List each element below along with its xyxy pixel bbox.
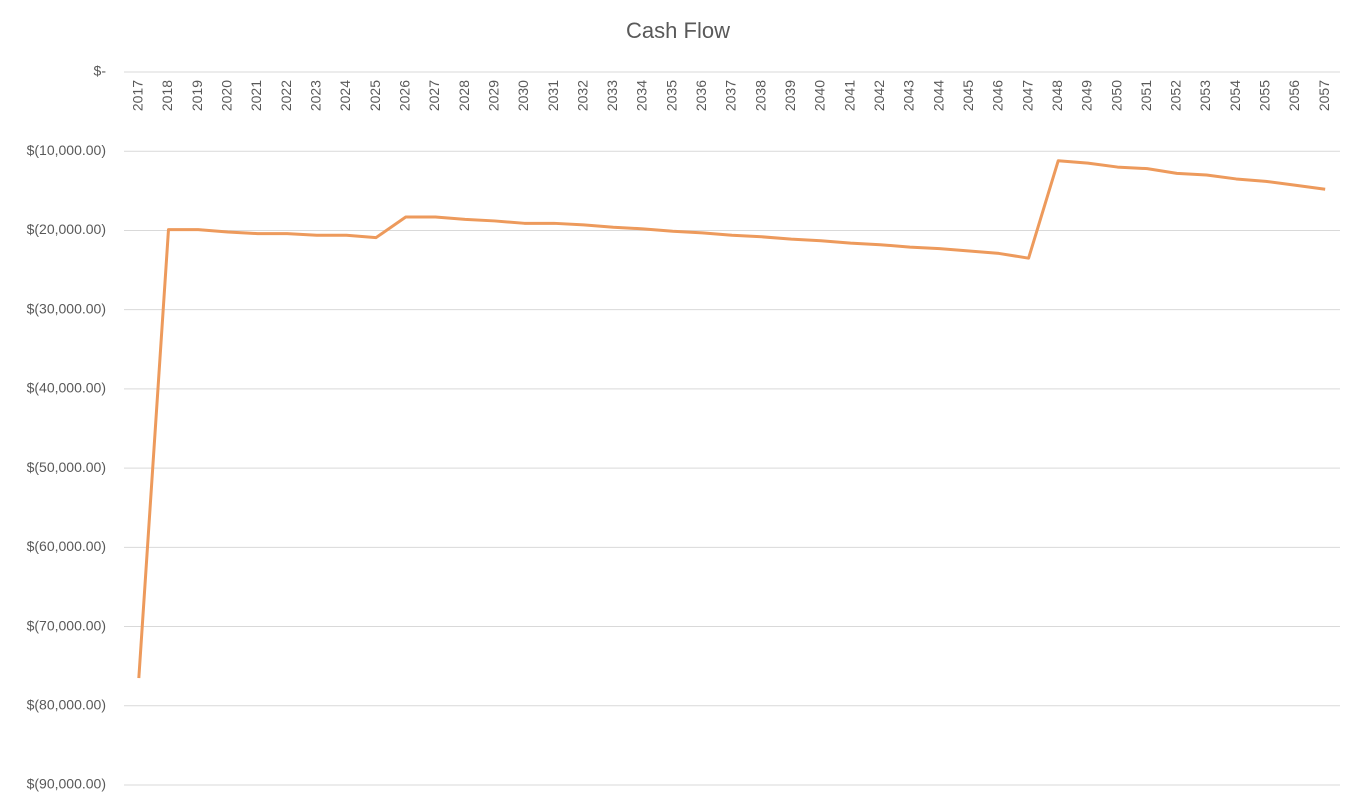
x-tick-label: 2051 <box>1138 80 1154 111</box>
x-tick-label: 2055 <box>1257 80 1273 111</box>
x-tick-label: 2025 <box>367 80 383 111</box>
x-tick-label: 2047 <box>1019 80 1035 111</box>
x-tick-label: 2017 <box>130 80 146 111</box>
x-tick-label: 2018 <box>159 80 175 111</box>
x-tick-label: 2037 <box>723 80 739 111</box>
x-tick-label: 2033 <box>604 80 620 111</box>
x-tick-label: 2046 <box>990 80 1006 111</box>
x-tick-label: 2036 <box>693 80 709 111</box>
x-tick-label: 2054 <box>1227 80 1243 111</box>
y-tick-label: $(30,000.00) <box>27 300 106 316</box>
y-tick-label: $(90,000.00) <box>27 776 106 792</box>
data-line <box>137 159 1326 679</box>
y-tick-label: $(20,000.00) <box>27 221 106 237</box>
y-tick-label: $(70,000.00) <box>27 617 106 633</box>
y-tick-label: $(40,000.00) <box>27 380 106 396</box>
x-tick-label: 2032 <box>574 80 590 111</box>
y-tick-label: $(80,000.00) <box>27 696 106 712</box>
x-tick-label: 2035 <box>663 80 679 111</box>
x-tick-label: 2050 <box>1108 80 1124 111</box>
x-tick-label: 2027 <box>426 80 442 111</box>
x-tick-label: 2026 <box>396 80 412 111</box>
y-tick-label: $(50,000.00) <box>27 459 106 475</box>
x-tick-label: 2034 <box>634 80 650 111</box>
chart-title: Cash Flow <box>626 18 730 43</box>
x-tick-label: 2029 <box>485 80 501 111</box>
y-tick-label: $(60,000.00) <box>27 538 106 554</box>
x-tick-label: 2023 <box>307 80 323 111</box>
x-tick-label: 2042 <box>871 80 887 111</box>
x-tick-label: 2043 <box>901 80 917 111</box>
x-tick-label: 2044 <box>930 80 946 111</box>
x-tick-label: 2022 <box>278 80 294 111</box>
x-tick-label: 2056 <box>1286 80 1302 111</box>
x-tick-label: 2030 <box>515 80 531 111</box>
x-tick-label: 2057 <box>1316 80 1332 111</box>
x-tick-label: 2039 <box>782 80 798 111</box>
x-tick-label: 2024 <box>337 80 353 111</box>
x-tick-label: 2031 <box>545 80 561 111</box>
x-tick-label: 2045 <box>960 80 976 111</box>
x-tick-label: 2040 <box>812 80 828 111</box>
x-tick-label: 2038 <box>752 80 768 111</box>
x-tick-label: 2020 <box>219 80 235 111</box>
x-tick-label: 2028 <box>456 80 472 111</box>
x-tick-label: 2019 <box>189 80 205 111</box>
x-tick-label: 2049 <box>1079 80 1095 111</box>
y-tick-label: $- <box>94 63 107 79</box>
x-tick-label: 2021 <box>248 80 264 111</box>
x-tick-label: 2052 <box>1168 80 1184 111</box>
x-tick-label: 2053 <box>1197 80 1213 111</box>
x-tick-label: 2048 <box>1049 80 1065 111</box>
y-tick-label: $(10,000.00) <box>27 142 106 158</box>
x-tick-label: 2041 <box>841 80 857 111</box>
